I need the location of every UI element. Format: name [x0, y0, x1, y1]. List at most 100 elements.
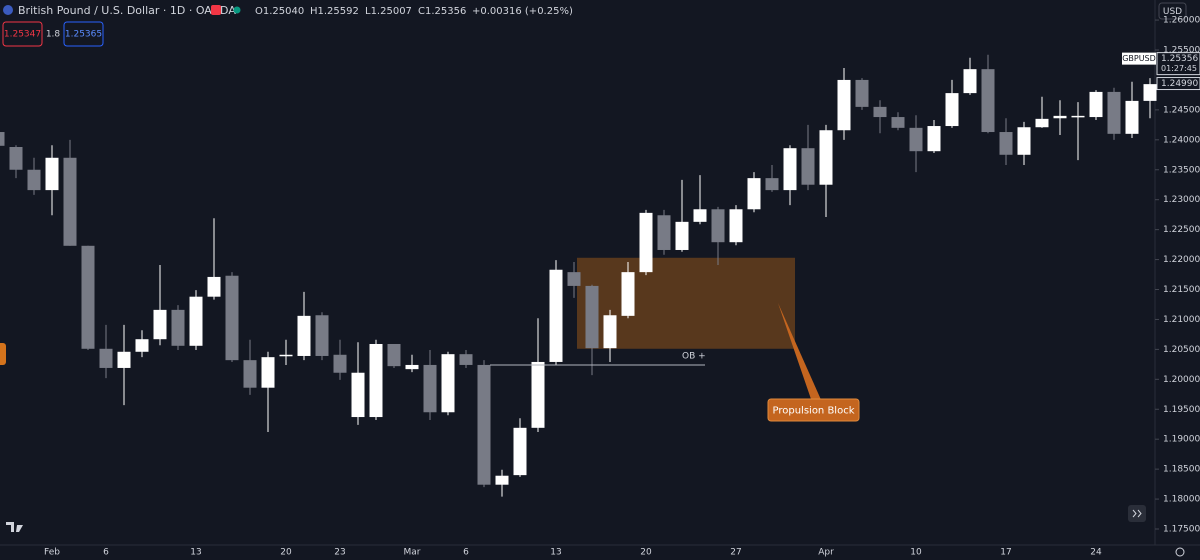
candle-body: [117, 351, 131, 368]
quote-high: H1.25592: [310, 6, 359, 17]
candle-body: [765, 178, 779, 191]
candle-body: [747, 178, 761, 210]
quote-close: C1.25356: [418, 6, 466, 17]
candle-body: [0, 132, 5, 146]
ask-price: 1.25365: [65, 30, 102, 40]
side-tab[interactable]: [0, 343, 6, 365]
callout-pointer: [778, 303, 822, 402]
candle-body: [99, 348, 113, 368]
y-tick-label: 1.24500: [1163, 105, 1200, 115]
spread: 1.8: [46, 30, 61, 40]
ob-label: OB +: [682, 351, 706, 361]
candle-body: [819, 130, 833, 185]
x-tick-label: 13: [550, 548, 561, 558]
y-tick-label: 1.24000: [1163, 135, 1200, 145]
x-tick-label: Feb: [44, 548, 60, 558]
symbol-title: British Pound / U.S. Dollar · 1D · OANDA: [18, 4, 236, 17]
currency-button[interactable]: [1158, 2, 1187, 20]
candle-body: [315, 315, 329, 356]
candle-body: [45, 157, 59, 191]
candle-body: [999, 132, 1013, 155]
candle-body: [279, 354, 293, 357]
candle-body: [1017, 127, 1031, 155]
candle-body: [441, 354, 455, 413]
y-tick-label: 1.22000: [1163, 255, 1200, 265]
currency: USD: [1163, 7, 1182, 17]
logo: [6, 522, 23, 532]
candle-body: [855, 79, 869, 107]
candle-body: [729, 209, 743, 243]
candle-body: [189, 296, 203, 346]
x-tick-label: Apr: [818, 548, 834, 558]
candle-body: [1071, 115, 1085, 118]
scroll-icon: [1132, 509, 1142, 518]
x-tick-label: 17: [1000, 548, 1011, 558]
candle-body: [387, 343, 401, 367]
y-tick-label: 1.20000: [1163, 375, 1200, 385]
candle-body: [531, 361, 545, 428]
price-tag: 1.25356: [1161, 54, 1198, 64]
candle-body: [405, 364, 419, 370]
y-tick-label: 1.22500: [1163, 225, 1200, 235]
candle-body: [171, 309, 185, 346]
candle-body: [9, 146, 23, 170]
candle-body: [333, 354, 347, 373]
candle-body: [81, 245, 95, 349]
y-tick-label: 1.17500: [1163, 525, 1200, 535]
symbol-icon: [3, 5, 13, 15]
settings-icon[interactable]: [1175, 547, 1185, 557]
x-tick-label: 20: [640, 548, 652, 558]
candle-body: [63, 157, 77, 246]
candle-body: [837, 79, 851, 131]
callout-box: [767, 398, 860, 422]
symbol-tag: GBPUSD: [1122, 54, 1156, 63]
x-tick-label: Mar: [404, 548, 421, 558]
candle-body: [261, 357, 275, 388]
symbol-tag-bg: [1122, 52, 1156, 65]
candle-body: [927, 126, 941, 152]
level-tag-bg: [1156, 77, 1200, 91]
candle-body: [225, 275, 239, 361]
candle-body: [783, 148, 797, 191]
bid-price: 1.25347: [4, 30, 41, 40]
x-tick-label: 20: [280, 548, 292, 558]
price-tag-bg: [1156, 52, 1200, 76]
y-tick-label: 1.18500: [1163, 465, 1200, 475]
ask-button[interactable]: [63, 21, 104, 47]
x-tick-label: 6: [103, 548, 109, 558]
candle-body: [567, 272, 581, 286]
market-status: [233, 6, 241, 14]
plot: [0, 54, 1157, 497]
candle-body: [585, 285, 599, 349]
candle-body: [909, 127, 923, 152]
countdown: 01:27:45: [1161, 64, 1197, 73]
x-tick-label: 6: [463, 548, 469, 558]
candle-body: [693, 209, 707, 222]
candle-body: [1107, 91, 1121, 134]
candle-body: [369, 343, 383, 418]
bid-button[interactable]: [2, 21, 43, 47]
y-tick-label: 1.18000: [1163, 495, 1200, 505]
quote-change: +0.00316 (+0.25%): [472, 6, 573, 17]
candle-body: [351, 372, 365, 418]
candle-body: [603, 315, 617, 349]
callout-text: Propulsion Block: [773, 406, 855, 417]
quote-open: O1.25040: [255, 6, 304, 17]
scroll-button[interactable]: [1128, 505, 1146, 522]
y-tick-label: 1.19500: [1163, 405, 1200, 415]
candle-body: [981, 69, 995, 133]
x-tick-label: 13: [190, 548, 201, 558]
candle-body: [459, 354, 473, 365]
x-tick-label: 10: [910, 548, 922, 558]
candle-body: [495, 475, 509, 485]
candle-body: [711, 209, 725, 243]
x-tick-label: 27: [730, 548, 741, 558]
y-tick-label: 1.23000: [1163, 195, 1200, 205]
y-tick-label: 1.25500: [1163, 45, 1200, 55]
candle-body: [945, 93, 959, 127]
candle-body: [135, 339, 149, 352]
candle-body: [1053, 115, 1067, 119]
level-tag: 1.24990: [1161, 79, 1198, 89]
candle-body: [549, 269, 563, 362]
